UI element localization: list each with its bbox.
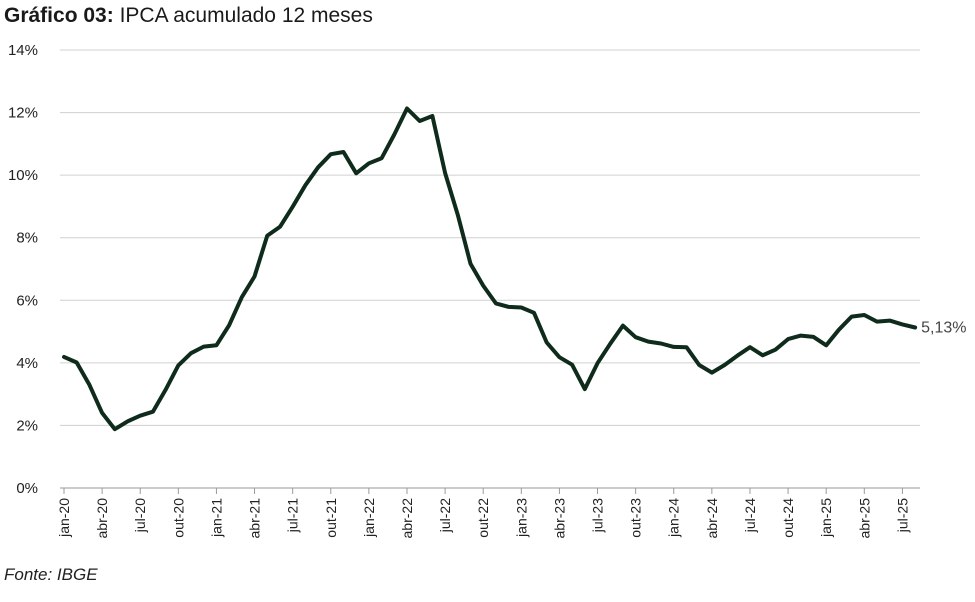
x-tick-label: jan-25 [818,498,834,538]
x-tick-label: jan-22 [361,498,377,538]
x-tick-label: abr-24 [704,498,720,539]
x-tick-label: out-20 [170,498,186,538]
y-tick-label: 12% [8,105,38,122]
y-tick-label: 4% [16,355,38,372]
x-tick-label: jul-20 [132,498,148,533]
x-tick-label: abr-20 [94,498,110,539]
x-tick-label: jul-21 [285,498,301,533]
x-tick-label: jan-21 [208,498,224,538]
ipca-series-line [62,106,918,432]
chart-title-prefix: Gráfico 03: [4,4,114,27]
y-tick-label: 10% [8,167,38,184]
x-tick-label: out-21 [323,498,339,538]
y-tick-label: 2% [16,417,38,434]
y-tick-label: 6% [16,292,38,309]
x-tick-label: abr-25 [856,498,872,539]
x-tick-label: abr-22 [399,498,415,539]
x-tick-label: jul-25 [894,498,910,533]
x-tick-label: jan-23 [513,498,529,538]
x-tick-label: jul-23 [590,498,606,533]
x-tick-label: jul-24 [742,498,758,533]
x-tick-label: out-23 [628,498,644,538]
chart-title: Gráfico 03: IPCA acumulado 12 meses [4,4,373,28]
x-tick-label: out-22 [475,498,491,538]
x-tick-label: jul-22 [437,498,453,533]
x-tick-label: abr-23 [551,498,567,539]
source-note: Fonte: IBGE [4,565,98,584]
x-tick-label: abr-21 [247,498,263,539]
end-value-label: 5,13% [921,320,966,337]
x-tick-label: jan-20 [56,498,72,538]
x-tick-label: jan-24 [666,498,682,538]
y-tick-label: 0% [16,480,38,497]
y-tick-label: 14% [8,42,38,59]
chart-title-text: IPCA acumulado 12 meses [119,4,373,27]
y-tick-label: 8% [16,230,38,247]
x-tick-label: out-24 [780,498,796,538]
